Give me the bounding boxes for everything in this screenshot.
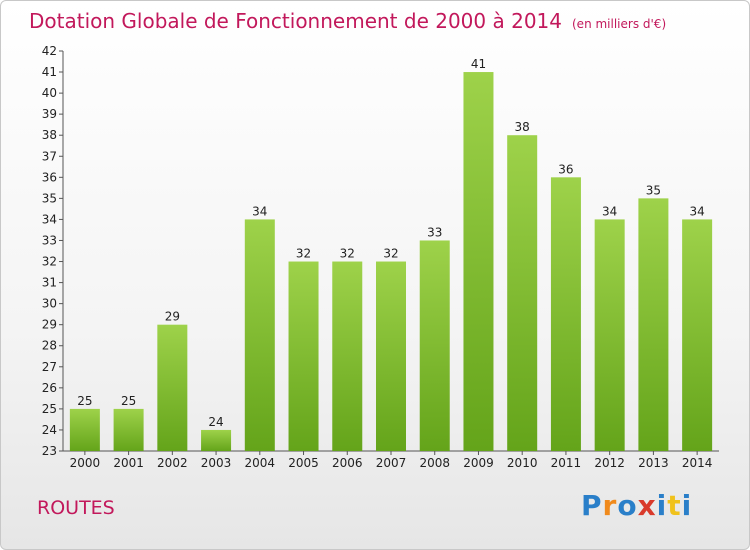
y-tick-label: 24: [42, 423, 57, 437]
bar-2010: [507, 135, 538, 452]
y-tick-label: 39: [42, 107, 57, 121]
chart-title: Dotation Globale de Fonctionnement de 20…: [29, 9, 666, 33]
y-tick-label: 32: [42, 255, 57, 269]
bar-2005: [288, 261, 319, 451]
bar-2008: [419, 240, 450, 451]
bar-value-label: 38: [515, 120, 530, 134]
x-tick-label: 2000: [70, 456, 101, 470]
logo-letter: t: [667, 489, 682, 522]
bar-2002: [157, 324, 188, 451]
bar-value-label: 36: [558, 162, 573, 176]
chart-unit-text: (en milliers d'€): [572, 17, 667, 31]
bar-value-label: 34: [252, 204, 267, 218]
x-tick-label: 2004: [245, 456, 276, 470]
entity-label: ROUTES: [37, 497, 115, 519]
y-tick-label: 36: [42, 170, 57, 184]
axes: 23 24 25 26 27 28 29 30 31 32 33 34 35 36 37 38 39 40 41 42…: [42, 44, 719, 470]
bar-value-label: 24: [208, 415, 223, 429]
bar-2007: [376, 261, 406, 451]
y-tick-label: 27: [42, 360, 57, 374]
bar-value-label: 41: [471, 57, 486, 71]
bar-value-label: 32: [296, 247, 311, 261]
x-tick-label: 2007: [376, 456, 407, 470]
y-tick-label: 30: [42, 297, 57, 311]
bar-2012: [594, 219, 625, 451]
bar-2004: [244, 219, 275, 451]
y-tick-label: 42: [42, 44, 57, 58]
x-tick-label: 2011: [551, 456, 582, 470]
logo-letter: r: [602, 489, 618, 522]
y-tick-label: 25: [42, 402, 57, 416]
logo-letter: i: [656, 489, 668, 522]
logo-letter: P: [581, 489, 603, 522]
bar-value-label: 32: [383, 247, 398, 261]
bar-value-label: 25: [121, 394, 136, 408]
bar-value-label: 25: [77, 394, 92, 408]
chart-title-text: Dotation Globale de Fonctionnement de 20…: [29, 9, 562, 33]
x-tick-label: 2009: [463, 456, 494, 470]
proxiti-logo: Proxiti: [581, 489, 692, 522]
bar-2000: [69, 408, 100, 451]
x-tick-label: 2013: [638, 456, 669, 470]
y-tick-label: 34: [42, 212, 57, 226]
x-tick-label: 2002: [157, 456, 188, 470]
logo-letter: o: [617, 489, 638, 522]
y-tick-label: 37: [42, 149, 57, 163]
y-tick-label: 28: [42, 339, 57, 353]
logo-letter: i: [681, 489, 693, 522]
bar-value-label: 34: [602, 204, 617, 218]
bar-2003: [201, 429, 232, 451]
y-tick-label: 33: [42, 233, 57, 247]
y-tick-label: 38: [42, 128, 57, 142]
bar-2014: [682, 219, 713, 451]
x-tick-label: 2010: [507, 456, 538, 470]
y-tick-label: 23: [42, 444, 57, 458]
y-tick-label: 41: [42, 65, 57, 79]
bar-value-label: 35: [646, 183, 661, 197]
y-tick-label: 29: [42, 318, 57, 332]
bar-value-label: 34: [689, 204, 704, 218]
x-tick-label: 2003: [201, 456, 232, 470]
x-tick-label: 2014: [682, 456, 713, 470]
y-tick-label: 35: [42, 191, 57, 205]
x-tick-label: 2006: [332, 456, 363, 470]
y-tick-label: 31: [42, 276, 57, 290]
y-tick-label: 26: [42, 381, 57, 395]
bar-2009: [463, 72, 494, 451]
x-tick-label: 2001: [113, 456, 144, 470]
x-tick-label: 2008: [419, 456, 450, 470]
bar-2006: [332, 261, 363, 451]
bar-2001: [113, 408, 144, 451]
bar-2011: [550, 177, 581, 451]
x-tick-label: 2005: [288, 456, 319, 470]
bar-2013: [638, 198, 669, 451]
x-tick-label: 2012: [594, 456, 625, 470]
logo-letter: x: [637, 489, 657, 522]
bars: 25 25 29 24 34 32 32 32 33 41 38 36 34 35 34: [69, 57, 713, 452]
bar-value-label: 29: [165, 310, 180, 324]
bar-value-label: 32: [340, 247, 355, 261]
bar-value-label: 33: [427, 225, 442, 239]
y-tick-label: 40: [42, 86, 57, 100]
